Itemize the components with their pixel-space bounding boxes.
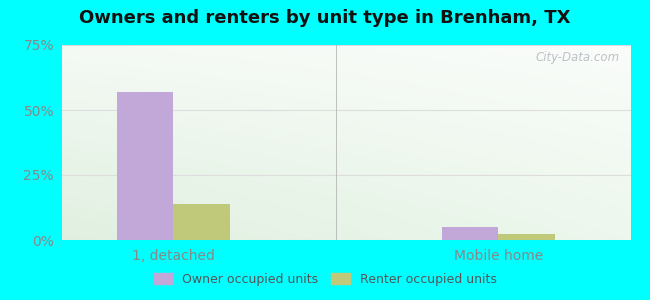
Bar <box>499 234 555 240</box>
Bar <box>441 227 499 240</box>
Bar <box>116 92 174 240</box>
Bar <box>174 204 230 240</box>
Legend: Owner occupied units, Renter occupied units: Owner occupied units, Renter occupied un… <box>148 268 502 291</box>
Text: Owners and renters by unit type in Brenham, TX: Owners and renters by unit type in Brenh… <box>79 9 571 27</box>
Text: City-Data.com: City-Data.com <box>535 51 619 64</box>
